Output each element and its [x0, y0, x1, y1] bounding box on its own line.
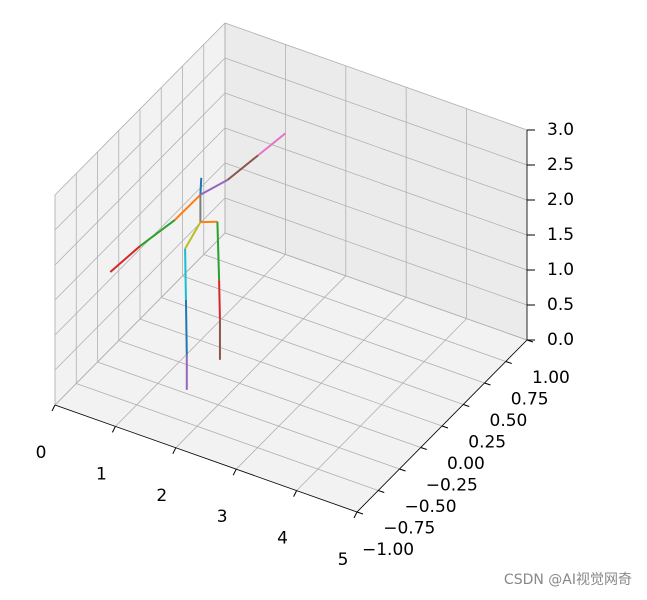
tick-mark [505, 361, 512, 364]
y-tick-label: 0.50 [490, 411, 528, 431]
grid-line [224, 232, 528, 341]
line [184, 248, 187, 300]
tick-mark [232, 468, 237, 476]
line [174, 194, 202, 221]
x-tick-label: 0 [36, 443, 47, 463]
tick-mark [51, 404, 56, 412]
y-tick-label: −1.00 [362, 540, 414, 560]
tick-mark [420, 447, 427, 450]
grid-line [54, 92, 226, 266]
y-tick-label: −0.75 [383, 519, 435, 539]
tick-mark [356, 511, 364, 515]
y-tick-label: −0.25 [426, 476, 478, 496]
tick-mark [399, 468, 406, 472]
tick-mark [172, 447, 177, 455]
line [139, 219, 176, 247]
grid-line [54, 57, 226, 231]
line [199, 179, 229, 196]
tick-mark [463, 404, 470, 407]
grid-line [54, 127, 226, 301]
grid-line [224, 22, 528, 131]
grid-line [139, 318, 443, 427]
y-tick-label: 0.25 [468, 433, 506, 453]
grid-line [182, 275, 485, 384]
grid-line [224, 127, 528, 236]
line [216, 221, 221, 281]
line [109, 245, 141, 273]
y-tick-label: 0.00 [447, 454, 485, 474]
line [257, 132, 287, 156]
grid-line [97, 361, 400, 470]
x-axis [54, 404, 358, 513]
tick-mark [353, 511, 358, 519]
grid-line [161, 297, 464, 405]
x-tick-label: 4 [277, 529, 288, 549]
x-tick-label: 3 [217, 507, 228, 527]
line [218, 280, 221, 320]
x-tick-label: 2 [156, 486, 167, 506]
watermark: CSDN @AI视觉网奇 [504, 571, 632, 588]
z-tick-label: 1.0 [547, 260, 574, 280]
z-tick-label: 0.5 [547, 295, 574, 315]
grid-line [54, 162, 226, 336]
z-tick-label: 2.5 [547, 155, 574, 175]
line [199, 177, 203, 195]
grid-line [224, 92, 528, 201]
grid-line [54, 22, 226, 196]
grid-line [118, 340, 421, 448]
y-tick-label: −0.50 [405, 497, 457, 517]
grid-line [203, 254, 506, 362]
tick-mark [293, 490, 298, 497]
line [184, 299, 188, 355]
z-tick-label: 0.0 [547, 330, 574, 350]
z-tick-label: 1.5 [547, 225, 574, 245]
grid-line [76, 383, 379, 491]
tick-mark [111, 426, 116, 433]
tick-mark [484, 382, 491, 386]
z-tick-label: 3.0 [547, 120, 574, 140]
tick-mark [378, 490, 385, 493]
x-tick-label: 1 [96, 464, 107, 484]
grid-line [224, 57, 528, 166]
line [226, 154, 259, 181]
grid-line [224, 197, 528, 306]
grid-line [224, 162, 528, 271]
y-tick-label: 0.75 [511, 390, 549, 410]
line [184, 221, 202, 250]
tick-mark [441, 425, 449, 429]
z-tick-label: 2.0 [547, 190, 574, 210]
grid-line [54, 232, 226, 406]
y-axis [356, 339, 528, 513]
x-tick-label: 5 [338, 550, 349, 570]
y-tick-label: 1.00 [532, 368, 570, 388]
